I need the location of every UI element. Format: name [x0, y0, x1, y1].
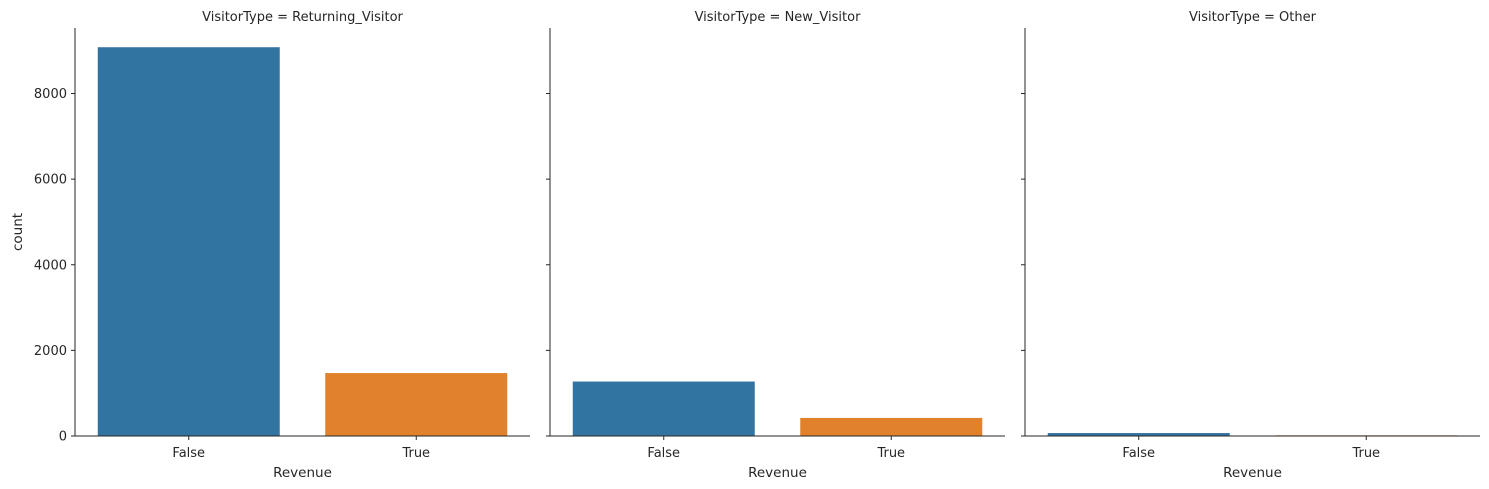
bar-true-panel-2 [800, 417, 983, 436]
x-tick-label: True [401, 446, 430, 461]
bar-false-panel-2 [572, 381, 755, 436]
y-tick-label: 8000 [34, 87, 67, 102]
panel-title: VisitorType = New_Visitor [695, 10, 862, 25]
x-tick-label: True [876, 446, 905, 461]
x-tick-label: False [172, 446, 205, 461]
panel-title: VisitorType = Returning_Visitor [202, 10, 403, 25]
x-axis-label: Revenue [273, 465, 332, 481]
y-tick-label: 4000 [34, 258, 67, 273]
panel-title: VisitorType = Other [1189, 10, 1317, 25]
x-tick-label: False [647, 446, 680, 461]
bar-false-panel-3 [1047, 433, 1230, 436]
x-tick-label: False [1122, 446, 1155, 461]
x-axis-label: Revenue [1223, 465, 1282, 481]
x-tick-label: True [1351, 446, 1380, 461]
bar-true-panel-1 [325, 373, 508, 436]
y-tick-label: 6000 [34, 173, 67, 188]
x-axis-label: Revenue [748, 465, 807, 481]
y-tick-label: 0 [59, 430, 67, 445]
y-tick-label: 2000 [34, 344, 67, 359]
y-axis-label: count [10, 213, 26, 251]
bar-false-panel-1 [97, 47, 280, 436]
